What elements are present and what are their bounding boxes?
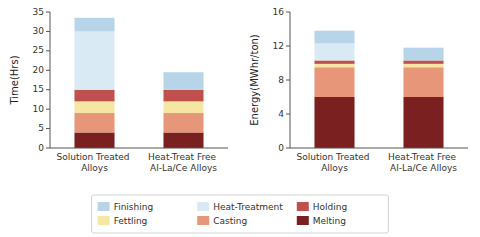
- bar-segment: [74, 101, 114, 113]
- y-tick-label: 25: [33, 45, 44, 55]
- panel: 0 5 10 15 20 25 30 35 Solution Treated Alloys Hea…: [9, 7, 228, 174]
- legend-swatch: [197, 202, 209, 211]
- bar-segment: [314, 43, 354, 60]
- y-tick-label: 5: [38, 123, 44, 133]
- legend-label: Holding: [313, 202, 347, 212]
- y-tick: [46, 109, 50, 110]
- legend-swatch: [98, 202, 110, 211]
- x-axis-line: [290, 148, 468, 149]
- x-tick-label: Heat-Treat Free Al-La/Ce Alloys: [148, 152, 219, 173]
- bar-segment: [403, 64, 443, 67]
- x-tick-label: Solution Treated Alloys: [57, 152, 133, 173]
- bar-segment: [74, 113, 114, 132]
- bar-segment: [163, 101, 203, 113]
- y-tick-label: 0: [38, 143, 44, 153]
- x-tick-label: Heat-Treat Free Al-La/Ce Alloys: [388, 152, 459, 173]
- legend-box: [92, 195, 389, 233]
- y-tick-label: 16: [273, 7, 285, 17]
- bars: [74, 18, 203, 148]
- y-tick: [286, 114, 290, 115]
- legend-label: Heat-Treatment: [213, 202, 283, 212]
- y-tick: [46, 70, 50, 71]
- y-tick: [46, 89, 50, 90]
- x-tick-label-line: Solution Treated: [57, 152, 133, 162]
- bar-segment: [74, 31, 114, 89]
- y-tick-label: 0: [278, 143, 284, 153]
- legend-label: Melting: [313, 216, 346, 226]
- bar-segment: [163, 90, 203, 102]
- y-tick-label: 30: [33, 26, 45, 36]
- chart-root: 0 5 10 15 20 25 30 35 Solution Treated Alloys Hea…: [0, 0, 480, 237]
- y-tick: [46, 50, 50, 51]
- bar-segment: [314, 31, 354, 44]
- x-tick-label-line: Alloys: [321, 163, 348, 173]
- legend-label: Fettling: [114, 216, 148, 226]
- legend: Finishing Heat-Treatment Holding Fettling Ca…: [92, 195, 389, 233]
- legend-swatch: [297, 202, 309, 211]
- y-tick-label: 15: [33, 84, 44, 94]
- legend-swatch: [297, 216, 309, 225]
- panel: 0 4 8 12 16 Solution Treated Alloys Heat-Treat…: [249, 7, 468, 174]
- x-axis-line: [50, 148, 228, 149]
- legend-swatch: [197, 216, 209, 225]
- y-tick: [286, 80, 290, 81]
- bars: [314, 31, 443, 148]
- bar-segment: [74, 90, 114, 102]
- x-tick-label: Solution Treated Alloys: [297, 152, 373, 173]
- y-tick: [46, 31, 50, 32]
- legend-swatch: [98, 216, 110, 225]
- y-tick-label: 4: [278, 109, 284, 119]
- y-tick: [46, 128, 50, 129]
- bar-segment: [74, 132, 114, 148]
- y-tick-label: 10: [33, 104, 45, 114]
- x-tick-label-line: Solution Treated: [297, 152, 373, 162]
- y-axis-label: Energy(MWhr/ton): [249, 34, 260, 126]
- y-tick-label: 20: [33, 65, 45, 75]
- bar-segment: [163, 72, 203, 89]
- y-tick-label: 8: [278, 75, 284, 85]
- bar-segment: [403, 60, 443, 63]
- bar-segment: [314, 64, 354, 67]
- bar-segment: [163, 113, 203, 132]
- y-tick-label: 35: [33, 7, 44, 17]
- x-tick-label-line: Heat-Treat Free: [148, 152, 219, 162]
- x-tick-label-line: Alloys: [81, 163, 108, 173]
- bar-segment: [163, 132, 203, 148]
- y-tick-label: 12: [273, 41, 284, 51]
- bar-segment: [403, 97, 443, 148]
- bar-segment: [74, 18, 114, 32]
- y-axis-line: [50, 12, 51, 148]
- bar-segment: [403, 67, 443, 97]
- x-tick-label-line: Al-La/Ce Alloys: [150, 163, 217, 173]
- bar-segment: [314, 67, 354, 97]
- x-tick-label-line: Heat-Treat Free: [388, 152, 459, 162]
- bar-segment: [314, 97, 354, 148]
- y-axis-label: Time(Hrs): [9, 55, 20, 105]
- x-tick-label-line: Al-La/Ce Alloys: [390, 163, 457, 173]
- legend-label: Finishing: [114, 202, 154, 212]
- bar-segment: [403, 48, 443, 61]
- bar-segment: [314, 60, 354, 63]
- y-tick: [46, 12, 50, 13]
- y-tick: [286, 46, 290, 47]
- y-tick: [286, 148, 290, 149]
- legend-label: Casting: [213, 216, 247, 226]
- y-tick: [286, 12, 290, 13]
- y-tick: [46, 148, 50, 149]
